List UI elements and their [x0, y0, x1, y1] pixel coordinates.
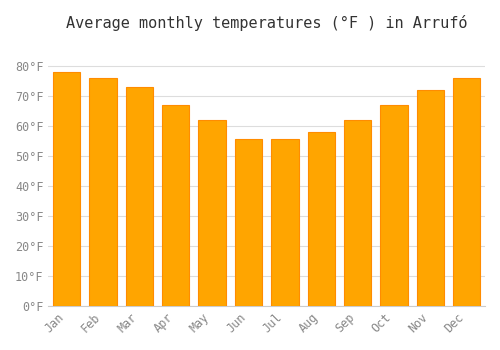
- Bar: [380, 105, 407, 306]
- Bar: [198, 120, 226, 306]
- Bar: [344, 120, 372, 306]
- Bar: [235, 139, 262, 306]
- Bar: [53, 72, 80, 306]
- Bar: [271, 139, 298, 306]
- Bar: [308, 132, 335, 306]
- Bar: [453, 78, 480, 306]
- Bar: [162, 105, 190, 306]
- Bar: [417, 90, 444, 306]
- Title: Average monthly temperatures (°F ) in Arrufó: Average monthly temperatures (°F ) in Ar…: [66, 15, 468, 31]
- Bar: [126, 87, 153, 306]
- Bar: [90, 78, 117, 306]
